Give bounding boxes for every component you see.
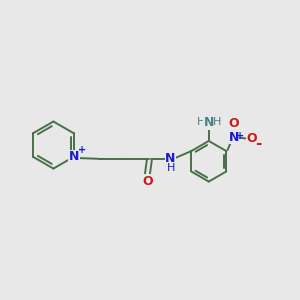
Text: O: O <box>246 132 257 145</box>
Text: N: N <box>229 131 239 144</box>
Text: H: H <box>167 163 175 173</box>
Text: N: N <box>204 116 214 129</box>
Text: O: O <box>142 175 153 188</box>
Text: N: N <box>165 152 176 165</box>
Text: H: H <box>197 117 205 128</box>
Text: N: N <box>69 150 79 163</box>
Text: O: O <box>229 117 239 130</box>
Text: -: - <box>255 136 262 151</box>
Text: H: H <box>213 117 222 128</box>
Text: +: + <box>236 130 244 140</box>
Text: +: + <box>78 145 86 155</box>
